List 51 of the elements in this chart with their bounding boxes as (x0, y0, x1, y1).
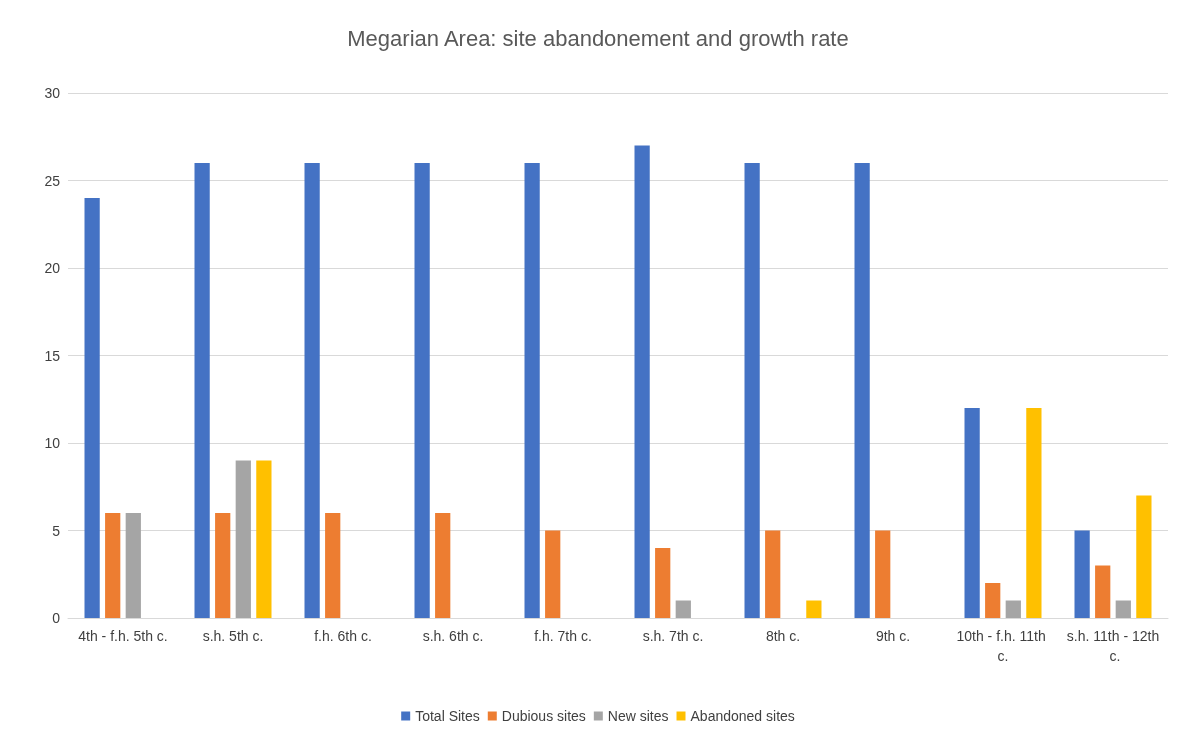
bar (414, 163, 430, 618)
bar (655, 548, 671, 618)
bar (1005, 600, 1021, 618)
bar (194, 163, 210, 618)
bar (215, 513, 231, 618)
y-tick-label: 10 (44, 435, 61, 451)
y-tick-label: 0 (52, 610, 61, 626)
bar (875, 530, 891, 618)
y-tick-label: 5 (52, 522, 61, 539)
legend-label: Dubious sites (501, 708, 586, 724)
x-tick-label: s.h. 7th c. (642, 628, 704, 644)
y-tick-label: 25 (44, 172, 61, 189)
y-tick-label: 15 (44, 347, 61, 364)
bar (744, 163, 760, 618)
x-tick-label: 8th c. (765, 628, 801, 644)
bar (1136, 495, 1152, 618)
bar (985, 583, 1001, 618)
bar (675, 600, 691, 618)
bar (854, 163, 870, 618)
bar (1115, 600, 1131, 618)
x-tick-label: 9th c. (875, 628, 911, 644)
x-tick-label: 10th - f.h. 11th c. (956, 628, 1050, 664)
y-tick-label: 30 (44, 85, 61, 101)
bar (125, 513, 141, 618)
bar (235, 460, 251, 618)
bar (435, 513, 451, 618)
y-tick-label: 20 (44, 260, 61, 276)
x-tick-label: s.h. 5th c. (202, 628, 264, 644)
chart-title: Megarian Area: site abandonement and growth rate (347, 25, 849, 51)
bar (806, 600, 822, 618)
x-tick-label: f.h. 6th c. (314, 628, 372, 644)
bar (1026, 408, 1042, 618)
bar (84, 198, 100, 618)
bar (765, 530, 781, 618)
bar (524, 163, 540, 618)
legend-label: Abandoned sites (690, 708, 795, 724)
bar (325, 513, 341, 618)
legend-label: New sites (607, 708, 669, 724)
bar (304, 163, 320, 618)
legend-label: Total Sites (415, 708, 480, 724)
bar (1074, 530, 1090, 618)
bar (634, 145, 650, 618)
x-tick-label: f.h. 7th c. (534, 628, 592, 644)
x-tick-label: 4th - f.h. 5th c. (78, 628, 168, 644)
x-tick-label: s.h. 11th - 12th c. (1066, 628, 1160, 664)
bar (256, 460, 272, 618)
bar (1095, 565, 1111, 618)
bar (964, 408, 980, 618)
x-tick-label: s.h. 6th c. (422, 628, 484, 644)
bar (545, 530, 561, 618)
bar (105, 513, 121, 618)
